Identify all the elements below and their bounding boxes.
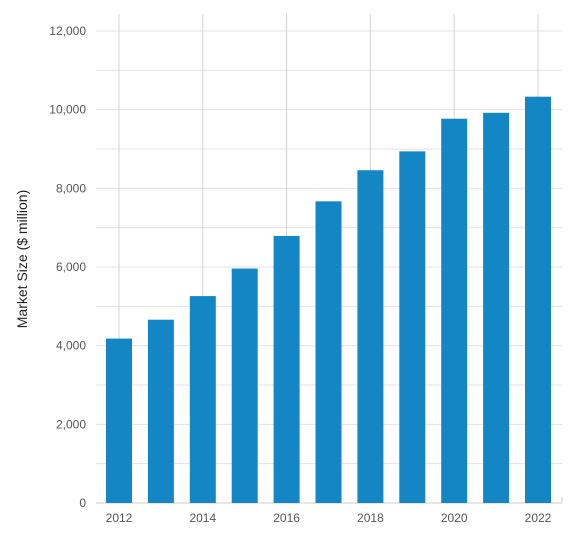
bar-2017 <box>315 201 342 503</box>
x-tick-label: 2020 <box>441 511 468 525</box>
bar-2020 <box>441 118 468 504</box>
x-axis-ticks: 2012 2014 2016 2018 2020 2022 <box>106 511 552 525</box>
bar-2021 <box>483 112 510 504</box>
y-tick-label: 0 <box>79 496 86 510</box>
x-tick-label: 2016 <box>273 511 300 525</box>
bars <box>106 96 551 504</box>
y-tick-label: 10,000 <box>49 103 86 117</box>
y-tick-label: 12,000 <box>49 24 86 38</box>
bar-2015 <box>231 268 258 503</box>
bar-2018 <box>357 170 384 504</box>
bar-2016 <box>273 235 300 503</box>
bar-2013 <box>147 319 174 503</box>
y-axis-ticks: 0 2,000 4,000 6,000 8,000 10,000 12,000 <box>49 24 86 510</box>
y-tick-label: 2,000 <box>56 417 86 431</box>
x-tick-label: 2014 <box>189 511 216 525</box>
bar-2022 <box>525 96 551 503</box>
x-tick-label: 2022 <box>525 511 552 525</box>
y-tick-label: 6,000 <box>56 260 86 274</box>
x-tick-label: 2018 <box>357 511 384 525</box>
bar-2012 <box>106 338 132 503</box>
bar-2014 <box>189 296 216 503</box>
y-tick-label: 8,000 <box>56 181 86 195</box>
y-axis-title: Market Size ($ million) <box>14 190 30 328</box>
bar-2019 <box>399 151 426 504</box>
x-tick-label: 2012 <box>106 511 133 525</box>
y-tick-label: 4,000 <box>56 339 86 353</box>
